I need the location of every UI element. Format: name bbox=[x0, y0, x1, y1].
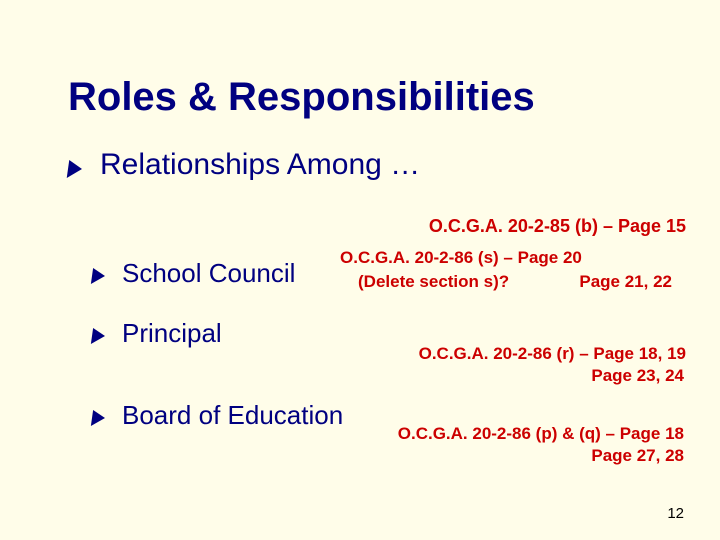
bullet-principal: Principal bbox=[92, 318, 222, 349]
ref-ocga-85b: O.C.G.A. 20-2-85 (b) – Page 15 bbox=[429, 216, 686, 237]
ref-page-21-22: Page 21, 22 bbox=[579, 272, 672, 292]
ref-delete-section-s: (Delete section s)? bbox=[358, 272, 509, 292]
bullet-school-council: School Council bbox=[92, 258, 295, 289]
slide-title: Roles & Responsibilities bbox=[68, 75, 680, 120]
ref-ocga-86pq: O.C.G.A. 20-2-86 (p) & (q) – Page 18 bbox=[398, 424, 684, 444]
ref-ocga-86r: O.C.G.A. 20-2-86 (r) – Page 18, 19 bbox=[419, 344, 686, 364]
ref-ocga-86s: O.C.G.A. 20-2-86 (s) – Page 20 bbox=[340, 248, 582, 268]
slide: Roles & Responsibilities Relationships A… bbox=[0, 0, 720, 540]
ref-page-23-24: Page 23, 24 bbox=[591, 366, 684, 386]
heading-relationships: Relationships Among … bbox=[68, 148, 680, 182]
page-number: 12 bbox=[667, 505, 684, 522]
bullet-board-of-education: Board of Education bbox=[92, 400, 343, 431]
ref-page-27-28: Page 27, 28 bbox=[591, 446, 684, 466]
